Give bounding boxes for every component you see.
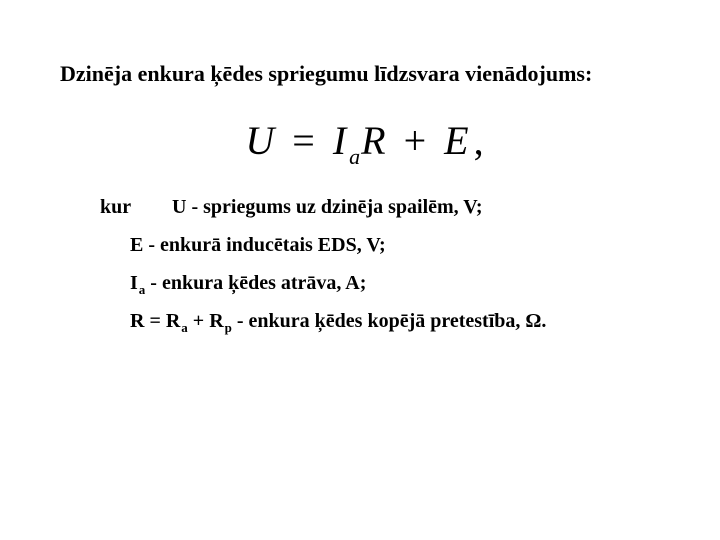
def-R-omega: Ω bbox=[525, 310, 541, 332]
eq-E: E bbox=[444, 118, 469, 163]
def-R-sub-a: a bbox=[180, 320, 188, 335]
def-line-3: Ia - enkura ķēdes atrāva, A; bbox=[100, 264, 670, 303]
title: Dzinēja enkura ķēdes spriegumu līdzsvara… bbox=[60, 60, 670, 89]
equation: U = IaR + E, bbox=[60, 117, 670, 170]
def-R: R = Ra + Rp - enkura ķēdes kopējā pretes… bbox=[130, 302, 546, 341]
eq-equals: = bbox=[286, 118, 322, 163]
eq-I: I bbox=[333, 118, 347, 163]
eq-U: U bbox=[245, 118, 275, 163]
def-U: U - spriegums uz dzinēja spailēm, V; bbox=[172, 188, 483, 226]
def-Ia-rest: - enkura ķēdes atrāva, A; bbox=[145, 272, 366, 294]
eq-plus: + bbox=[398, 118, 434, 163]
def-R-sub-p: p bbox=[224, 320, 232, 335]
def-line-4: R = Ra + Rp - enkura ķēdes kopējā pretes… bbox=[100, 302, 670, 341]
eq-comma: , bbox=[470, 118, 485, 163]
def-kur: kur bbox=[100, 188, 172, 226]
def-Ia-sym: I bbox=[130, 272, 138, 294]
def-R-eq: R = R bbox=[130, 310, 180, 332]
def-E: E - enkurā inducētais EDS, V; bbox=[130, 226, 386, 264]
def-indent-3 bbox=[100, 264, 130, 303]
def-indent-4 bbox=[100, 302, 130, 341]
def-R-period: . bbox=[541, 310, 546, 332]
page: Dzinēja enkura ķēdes spriegumu līdzsvara… bbox=[0, 0, 720, 540]
definitions: kur U - spriegums uz dzinēja spailēm, V;… bbox=[100, 188, 670, 341]
def-line-1: kur U - spriegums uz dzinēja spailēm, V; bbox=[100, 188, 670, 226]
def-Ia: Ia - enkura ķēdes atrāva, A; bbox=[130, 264, 366, 303]
def-indent-2 bbox=[100, 226, 130, 264]
eq-R: R bbox=[361, 118, 386, 163]
def-line-2: E - enkurā inducētais EDS, V; bbox=[100, 226, 670, 264]
def-R-plus: + R bbox=[188, 310, 224, 332]
def-R-rest: - enkura ķēdes kopējā pretestība, bbox=[232, 310, 526, 332]
eq-I-sub: a bbox=[347, 144, 361, 169]
